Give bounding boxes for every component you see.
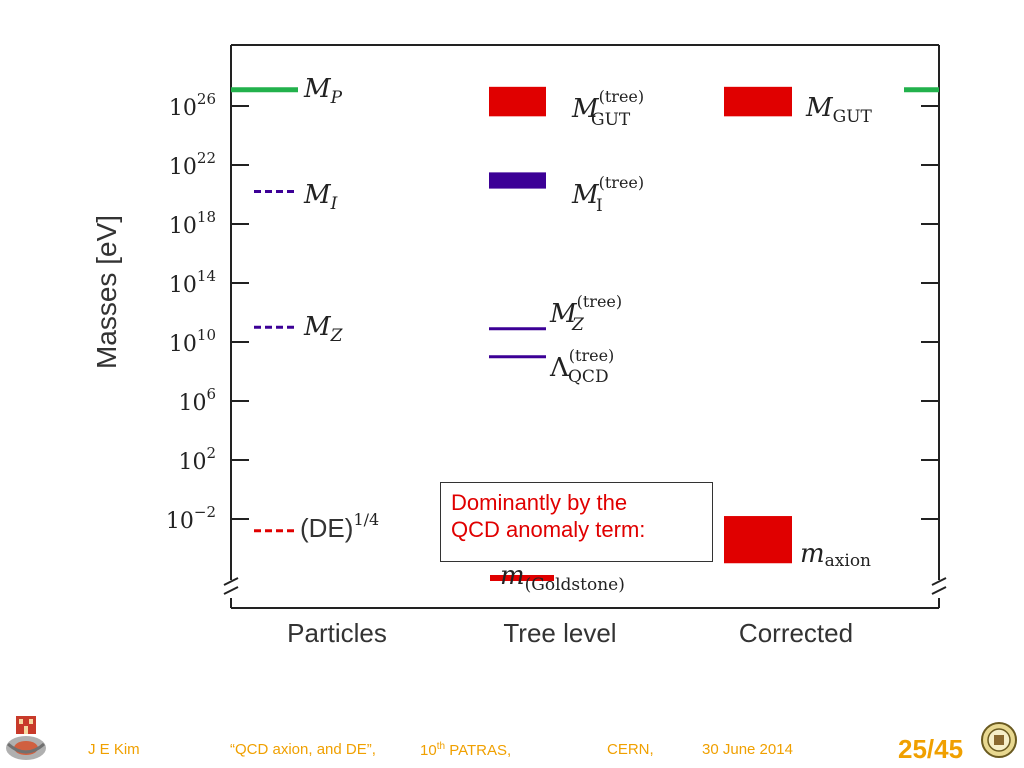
- annotation-line-1: Dominantly by the: [451, 490, 628, 515]
- left-logo-icon: [6, 716, 46, 760]
- label-m-axion: maxion: [800, 539, 871, 571]
- footer-date: 30 June 2014: [702, 741, 793, 758]
- y-tick-label: 106: [178, 385, 216, 416]
- y-axis-label: Masses [eV]: [91, 215, 122, 369]
- annotation-line-2: QCD anomaly term:: [451, 517, 646, 542]
- level-mark-m-gut: [489, 86, 546, 117]
- level-mark-m-i: [489, 172, 546, 189]
- mass-levels: [231, 86, 792, 581]
- label-m-planck: MP: [303, 74, 343, 108]
- label-m-z: MZ: [303, 312, 344, 346]
- footer-place: CERN,: [607, 741, 654, 758]
- y-tick-label: 1010: [169, 326, 216, 357]
- label-m-goldstone: m(Goldstone): [500, 561, 625, 595]
- right-logo-icon: [981, 722, 1017, 758]
- y-ticks-left: [231, 105, 249, 520]
- y-ticks-right: [921, 105, 939, 520]
- y-tick-label: 102: [178, 444, 216, 475]
- y-tick-label: 1018: [169, 208, 216, 239]
- y-tick-labels: 1026 1022 1018 1014 1010 106 102 10−2: [166, 90, 216, 534]
- footer-venue: 10th PATRAS,: [420, 741, 511, 759]
- level-mark-m-gut: [724, 86, 792, 117]
- level-mark-m-axion: [724, 516, 792, 564]
- x-label-tree-level: Tree level: [503, 618, 616, 648]
- footer-venue-name: PATRAS,: [445, 742, 512, 759]
- y-tick-label: 1022: [169, 149, 216, 180]
- label-dark-energy: (DE)1/4: [300, 510, 379, 543]
- label-lambda-qcd-tree: Λ(tree) QCD: [549, 346, 614, 387]
- footer-author: J E Kim: [88, 741, 140, 758]
- label-m-i: MI: [303, 180, 338, 214]
- plot-frame: [230, 44, 940, 609]
- footer-talk-title: “QCD axion, and DE”,: [230, 741, 376, 758]
- y-tick-label: 10−2: [166, 503, 216, 534]
- page-number: 25/45: [898, 734, 964, 764]
- y-tick-label: 1014: [169, 267, 216, 298]
- x-label-particles: Particles: [287, 618, 387, 648]
- slide-footer: J E Kim “QCD axion, and DE”, 10th PATRAS…: [0, 708, 1024, 768]
- annotation-box: Dominantly by the QCD anomaly term:: [440, 482, 713, 562]
- label-m-i-tree: M(tree) I: [571, 173, 644, 216]
- x-label-corrected: Corrected: [739, 618, 853, 648]
- axis-break-right: [931, 577, 947, 595]
- footer-venue-suffix: th: [436, 741, 446, 752]
- footer-venue-number: 10: [420, 742, 437, 759]
- label-m-gut-tree: M(tree) GUT: [571, 87, 644, 130]
- label-m-gut-corrected: MGUT: [805, 93, 873, 127]
- axis-break-left: [223, 577, 239, 595]
- mass-scale-diagram: 1026 1022 1018 1014 1010 106 102 10−2 Masses [e…: [91, 44, 947, 648]
- y-tick-label: 1026: [169, 90, 216, 121]
- label-m-z-tree: M(tree) Z: [549, 292, 622, 335]
